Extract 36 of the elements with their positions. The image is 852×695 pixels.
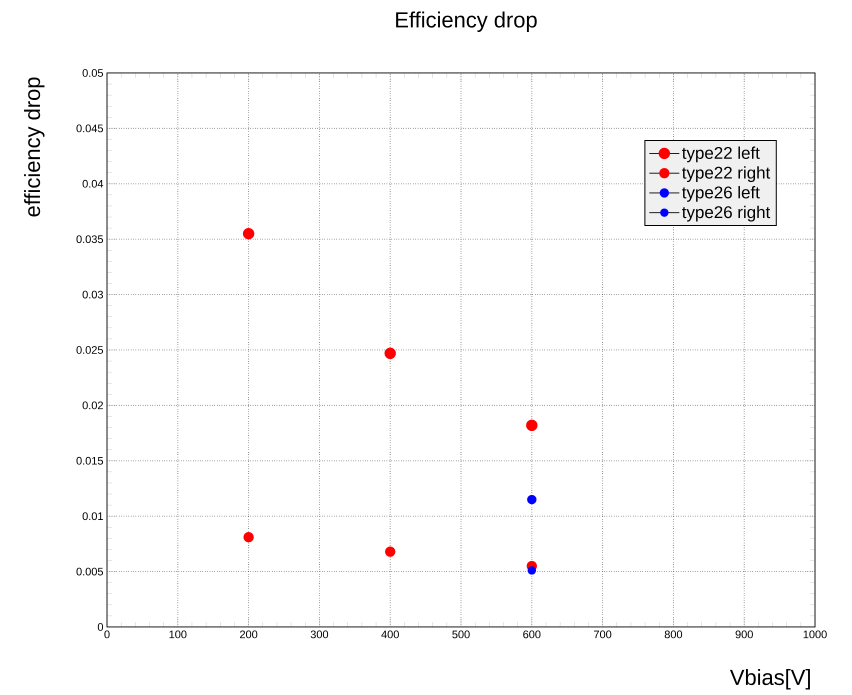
y-tick-label: 0.035 <box>76 235 104 244</box>
x-tick-label: 800 <box>664 630 682 638</box>
y-axis-title: efficiency drop <box>24 77 44 216</box>
legend-label: type22 left <box>682 146 760 162</box>
y-tick-label: 0.02 <box>82 402 103 410</box>
point <box>242 228 254 240</box>
x-tick-label: 900 <box>736 630 753 638</box>
point <box>385 546 396 557</box>
y-tick-label: 0 <box>98 623 104 631</box>
y-tick-label: 0.01 <box>82 512 103 520</box>
x-tick-label: 500 <box>452 630 470 638</box>
point <box>384 348 396 360</box>
point <box>243 532 254 542</box>
x-tick-label: 300 <box>310 630 328 638</box>
x-tick-label: 600 <box>523 630 541 638</box>
legend-label: type22 right <box>682 166 770 182</box>
x-tick-label: 700 <box>594 630 612 638</box>
legend-label: type26 right <box>682 206 770 222</box>
point <box>526 420 538 432</box>
y-tick-label: 0.015 <box>76 456 104 465</box>
chart-title: Efficiency drop <box>396 12 537 32</box>
point <box>528 566 536 575</box>
y-tick-label: 0.05 <box>82 69 104 77</box>
y-tick-label: 0.04 <box>82 180 104 188</box>
y-tick-label: 0.025 <box>76 346 104 354</box>
legend-label: type26 left <box>682 186 760 202</box>
point <box>527 494 537 504</box>
x-tick-label: 1000 <box>804 630 827 638</box>
y-tick-label: 0.045 <box>76 124 104 132</box>
x-tick-label: 400 <box>381 630 399 638</box>
y-tick-label: 0.005 <box>76 568 104 576</box>
x-axis-title: Vbias[V] <box>730 669 810 690</box>
x-tick-label: 0 <box>104 630 110 638</box>
x-tick-label: 200 <box>240 630 258 638</box>
y-tick-label: 0.03 <box>82 290 103 298</box>
x-tick-label: 100 <box>169 630 187 638</box>
